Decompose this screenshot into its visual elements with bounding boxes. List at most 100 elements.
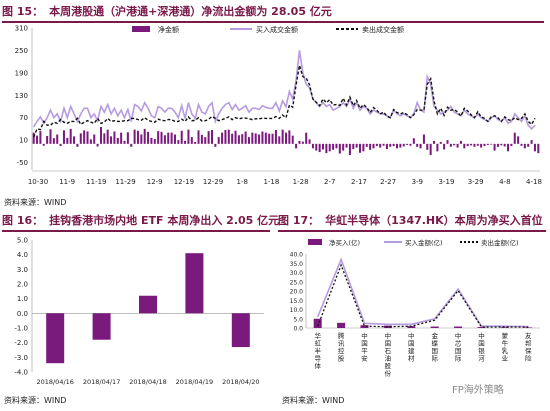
fig16-number: 图 16： bbox=[2, 214, 44, 227]
fig17-x-tick-char: 金 bbox=[431, 331, 438, 340]
fig15-bar bbox=[153, 138, 156, 144]
fig15-y-tick: 130 bbox=[15, 92, 28, 100]
fig15-bar bbox=[385, 143, 388, 150]
fig17-bar bbox=[500, 327, 509, 328]
fig15-bar bbox=[352, 143, 355, 150]
fig15-bar bbox=[321, 143, 325, 150]
fig15-bar bbox=[194, 141, 197, 144]
fig15-bar bbox=[318, 143, 321, 153]
fig15-bar bbox=[268, 133, 271, 144]
fig17-bar bbox=[360, 325, 369, 328]
fig15-bar bbox=[533, 143, 536, 152]
fig17-y-tick: 5.0 bbox=[293, 316, 303, 323]
fig15-bar bbox=[402, 143, 405, 147]
fig17-bar bbox=[454, 326, 463, 328]
fig15-bar bbox=[483, 143, 486, 147]
fig15-title-text: 本周港股通（沪港通+深港通）净流出金额为 28.05 亿元 bbox=[49, 5, 332, 18]
fig15-bar bbox=[436, 143, 439, 152]
fig15-x-tick: 1-28 bbox=[293, 178, 309, 186]
fig15-bar bbox=[284, 132, 288, 144]
fig17-x-tick-char: 国 bbox=[361, 340, 368, 348]
fig15-bar bbox=[473, 143, 476, 147]
fig15-bar bbox=[530, 140, 533, 144]
fig17-x-tick-char: 导 bbox=[314, 355, 321, 363]
watermark: FP海外策略 bbox=[452, 385, 504, 396]
fig15-bar bbox=[170, 132, 173, 144]
fig15-y-tick: 10 bbox=[19, 137, 28, 145]
fig15-bar bbox=[184, 140, 187, 144]
fig15-bar bbox=[419, 143, 422, 149]
fig15-bar bbox=[36, 135, 39, 144]
fig16-y-tick: 3.0 bbox=[17, 266, 28, 274]
fig17-x-tick-char: 国 bbox=[431, 347, 438, 355]
fig15-bar bbox=[254, 133, 257, 144]
fig15-bar bbox=[429, 143, 432, 156]
fig17-title: 图 17： 华虹半导体（1347.HK）本周为净买入首位 bbox=[278, 212, 546, 232]
fig15-bar bbox=[406, 143, 409, 145]
fig15-bar bbox=[39, 131, 42, 144]
fig15-bar bbox=[466, 143, 469, 147]
fig17-y-tick: 20.0 bbox=[290, 289, 304, 296]
fig17-y-tick: 10.0 bbox=[290, 307, 304, 314]
fig15-bar bbox=[200, 134, 203, 144]
fig15-y-tick: -50 bbox=[17, 159, 28, 167]
fig15-bar bbox=[123, 140, 126, 144]
fig17-y-tick: 15.0 bbox=[290, 298, 304, 305]
fig15-bar bbox=[295, 143, 298, 149]
fig17-x-tick-char: 际 bbox=[431, 354, 438, 363]
fig15-x-tick: 4-18 bbox=[526, 178, 542, 186]
fig15-bar bbox=[453, 143, 456, 146]
fig15-bar bbox=[136, 130, 139, 144]
fig15-bar bbox=[500, 143, 503, 146]
fig16-y-tick: 2.0 bbox=[17, 281, 28, 289]
fig17-x-tick-char: 际 bbox=[455, 354, 462, 363]
fig15-bar bbox=[86, 131, 89, 144]
fig15-bar bbox=[362, 143, 365, 152]
fig16-y-tick: 0.0 bbox=[17, 310, 28, 318]
fig15-title: 图 15： 本周港股通（沪港通+深港通）净流出金额为 28.05 亿元 bbox=[2, 3, 544, 23]
fig15-bar bbox=[456, 143, 459, 148]
fig15-bar bbox=[46, 135, 49, 144]
fig15-x-tick: 12-29 bbox=[203, 178, 223, 186]
fig15-bar bbox=[392, 143, 395, 147]
fig15-x-tick: 1-8 bbox=[237, 178, 248, 186]
fig15-bar bbox=[291, 135, 294, 144]
fig17-x-tick-char: 国 bbox=[478, 340, 485, 348]
fig15-legend-label: 买入成交金额 bbox=[256, 25, 298, 34]
fig15-bar bbox=[288, 130, 291, 144]
fig15-bar bbox=[342, 143, 345, 151]
fig17-x-tick-char: 险 bbox=[525, 354, 532, 363]
fig16-title: 图 16： 挂钩香港市场内地 ETF 本周净出入 2.05 亿元 bbox=[2, 212, 279, 232]
fig15-bar bbox=[301, 141, 304, 144]
fig17-legend-label: 卖出金额(亿) bbox=[481, 238, 519, 247]
fig15-bar bbox=[106, 129, 109, 144]
fig16-bar bbox=[231, 313, 250, 348]
fig17-x-tick-char: 蒙 bbox=[502, 331, 509, 340]
fig15-bar bbox=[335, 143, 338, 149]
fig15-bar bbox=[382, 143, 385, 146]
fig15-bar bbox=[345, 143, 348, 148]
fig15-bar bbox=[99, 127, 102, 144]
fig15-bar bbox=[348, 143, 351, 156]
fig15-bar bbox=[227, 129, 230, 144]
fig17-x-tick-char: 邦 bbox=[525, 339, 532, 348]
fig15-bar bbox=[214, 143, 217, 147]
fig15-bar bbox=[375, 143, 378, 147]
fig15-x-tick: 10-30 bbox=[28, 178, 48, 186]
fig15-bar bbox=[237, 135, 240, 144]
fig17-x-tick-char: 中 bbox=[455, 331, 462, 340]
fig15-bar bbox=[241, 134, 244, 144]
fig15-bar bbox=[281, 129, 284, 144]
fig15-bar bbox=[490, 143, 493, 145]
fig17-source: 资料来源：WIND bbox=[282, 396, 345, 405]
fig15-bar bbox=[52, 138, 55, 144]
fig15-x-tick: 2-17 bbox=[351, 178, 367, 186]
fig15-bar bbox=[365, 143, 368, 147]
fig15-bar bbox=[83, 130, 86, 144]
fig15-bar bbox=[224, 130, 227, 144]
fig15-x-tick: 2-7 bbox=[324, 178, 335, 186]
fig15-bar bbox=[480, 143, 483, 148]
fig15-bar bbox=[446, 140, 449, 144]
fig17-x-tick-char: 友 bbox=[525, 331, 532, 340]
fig15-bar bbox=[416, 143, 419, 147]
